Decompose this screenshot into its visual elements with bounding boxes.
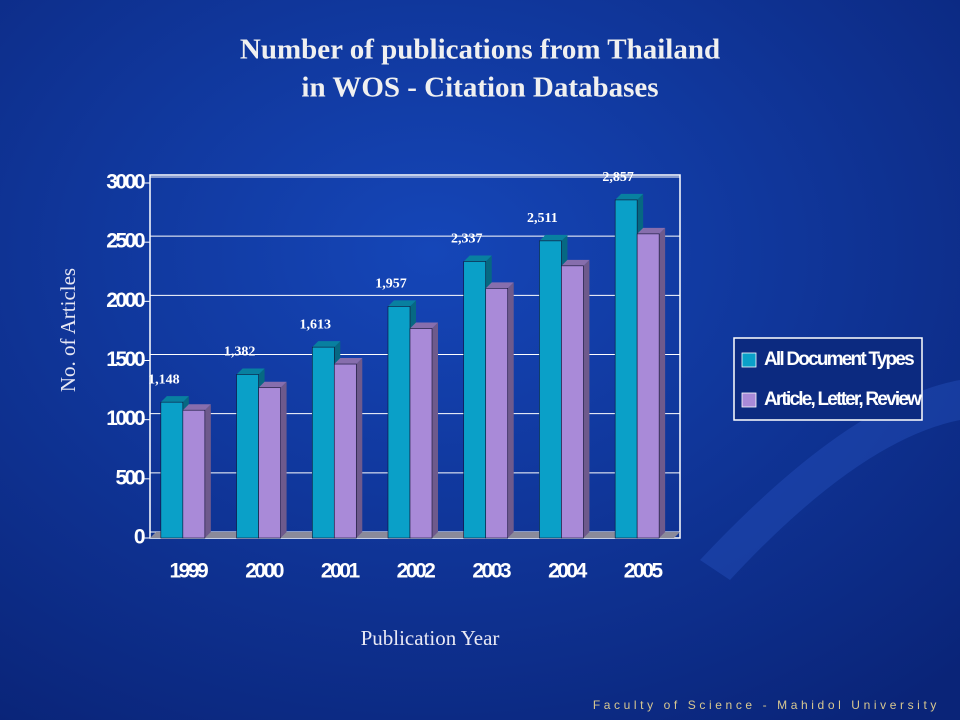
bar-top <box>160 396 189 403</box>
x-tick-label: 2000 <box>245 560 284 583</box>
value-label: 2,337 <box>451 232 483 247</box>
bar <box>311 346 335 539</box>
y-tick-label: 2500 <box>106 230 145 253</box>
y-tick-label: 500 <box>115 466 144 489</box>
decoration <box>700 380 960 580</box>
x-axis-label: Publication Year <box>361 626 500 650</box>
x-tick-label: 2003 <box>472 560 511 583</box>
legend-label: Article, Letter, Review <box>764 389 922 410</box>
bar <box>387 306 411 539</box>
bar-top <box>615 193 644 200</box>
bar-top <box>463 255 492 262</box>
bar-top <box>388 300 416 307</box>
bar <box>561 265 584 539</box>
bar <box>182 409 206 539</box>
x-tick-label: 2001 <box>321 560 361 583</box>
y-tick-label: 3000 <box>106 171 145 194</box>
bar-top <box>334 358 363 365</box>
value-label: 1,613 <box>300 317 332 332</box>
bar-side <box>356 358 363 538</box>
value-label: 1,382 <box>224 345 256 360</box>
value-label: 1,148 <box>148 372 180 387</box>
bar-top <box>561 259 590 266</box>
x-tick-label: 2004 <box>548 560 588 583</box>
bar <box>160 401 184 539</box>
bar <box>333 363 357 539</box>
y-tick-label: 2000 <box>106 289 145 312</box>
bar-top <box>312 341 341 348</box>
y-tick-label: 1500 <box>106 348 145 371</box>
bar <box>539 240 562 539</box>
value-label: 2,857 <box>602 170 634 185</box>
bar-top <box>182 404 211 411</box>
bar-side <box>432 322 438 538</box>
legend-box <box>733 337 923 421</box>
legend-swatch <box>741 352 757 368</box>
bar-side <box>659 227 666 538</box>
bar-side <box>507 282 514 538</box>
bar-top <box>258 381 287 388</box>
bar <box>485 288 509 539</box>
bar-side <box>204 404 211 538</box>
legend-label: All Document Types <box>764 349 914 370</box>
x-tick-label: 1999 <box>169 560 208 583</box>
bar-top <box>637 227 666 234</box>
value-label: 2,511 <box>527 211 558 226</box>
bar-side <box>583 259 590 538</box>
bar-side <box>280 381 287 538</box>
bar <box>614 199 638 539</box>
chart-title: in WOS - Citation Databases <box>301 72 658 104</box>
x-tick-label: 2002 <box>397 560 436 583</box>
y-axis-label: No. of Articles <box>56 268 80 392</box>
bar <box>258 387 281 539</box>
bar-top <box>539 234 568 241</box>
bar <box>636 233 660 539</box>
chart-title: Number of publications from Thailand <box>240 34 720 66</box>
bar-top <box>485 282 514 289</box>
y-tick-label: 1000 <box>106 407 145 430</box>
bar <box>409 328 433 539</box>
bar <box>463 261 487 539</box>
bar-top <box>236 368 265 375</box>
x-tick-label: 2005 <box>624 560 664 583</box>
bar <box>236 374 259 539</box>
legend-swatch <box>741 392 757 408</box>
footer: Faculty of Science - Mahidol University <box>593 698 940 712</box>
bar-top <box>410 322 438 329</box>
value-label: 1,957 <box>375 277 407 292</box>
